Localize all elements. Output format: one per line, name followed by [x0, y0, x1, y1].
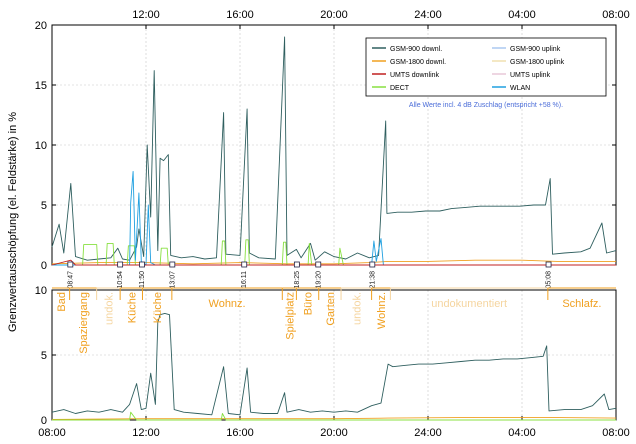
legend-label: DECT: [390, 85, 410, 92]
location-label: undok.: [103, 292, 115, 325]
legend-label: WLAN: [510, 85, 530, 92]
upper-x-tick-label: 04:00: [508, 9, 536, 21]
time-marker-label: 08:47: [67, 271, 74, 289]
location-label: Küche: [126, 292, 138, 323]
time-marker-label: 10:54: [117, 271, 124, 289]
legend-box: [365, 37, 607, 97]
lower-x-tick-label: 20:00: [320, 427, 348, 439]
upper-series-group: [51, 36, 617, 266]
time-marker-box: [139, 261, 145, 268]
location-label: undokumentiert: [431, 298, 507, 310]
lower-series-dect: [52, 411, 616, 421]
time-marker-label: 13:07: [169, 271, 176, 289]
lower-x-tick-label: 08:00: [38, 427, 66, 439]
upper-x-tick-label: 08:00: [602, 9, 630, 21]
time-marker-label: 05:08: [546, 271, 553, 289]
upper-series-gsm-900-downl-: [51, 36, 617, 261]
upper-x-tick-label: 16:00: [226, 9, 254, 21]
time-marker-box: [293, 261, 300, 268]
location-label: Wohnz.: [209, 298, 246, 310]
time-marker-box: [369, 261, 376, 268]
location-label: undok.: [351, 292, 363, 325]
location-label: Spaziergang: [78, 292, 90, 354]
time-marker-label: 19:20: [315, 271, 322, 289]
time-marker-box: [169, 261, 176, 268]
legend-label: UMTS uplink: [510, 72, 551, 79]
location-label: Küche: [152, 292, 164, 323]
upper-x-tick-label: 12:00: [132, 9, 160, 21]
upper-y-tick-label: 15: [35, 80, 47, 92]
upper-x-tick-label: 20:00: [320, 9, 348, 21]
location-label: Garten: [325, 292, 337, 326]
lower-series-gsm-1800-downl-: [51, 416, 617, 420]
time-marker-box: [241, 261, 248, 268]
time-marker-label: 16:11: [241, 271, 248, 288]
lower-x-tick-label: 04:00: [508, 427, 536, 439]
lower-y-tick-label: 10: [35, 285, 47, 297]
upper-y-tick-label: 0: [41, 260, 47, 272]
time-marker-label: 18:25: [294, 271, 301, 289]
time-marker-box: [315, 261, 322, 268]
lower-series-gsm-900-downl-: [51, 312, 617, 416]
location-label: Schlafz.: [562, 298, 601, 310]
lower-x-tick-label: 08:00: [602, 427, 630, 439]
lower-x-tick-label: 16:00: [226, 427, 254, 439]
upper-series-wlan: [52, 170, 616, 266]
upper-series-dect: [52, 239, 616, 266]
upper-series-gsm-1800-downl-: [51, 259, 616, 265]
lower-y-tick-label: 5: [41, 350, 47, 362]
time-marker-box: [545, 261, 552, 268]
lower-x-tick-label: 12:00: [132, 427, 160, 439]
lower-x-tick-label: 24:00: [414, 427, 442, 439]
legend-label: GSM-900 uplink: [510, 46, 561, 53]
location-label: Wohnz.: [376, 292, 388, 329]
time-marker-label: 11:50: [139, 271, 146, 288]
location-label: Spielplatz: [284, 292, 296, 340]
y-axis-label: Grenzwertausschöpfung (el. Feldstärke) i…: [7, 112, 19, 332]
time-marker-box: [117, 261, 124, 268]
location-label: Büro: [303, 292, 315, 315]
legend-label: GSM-1800 uplink: [510, 59, 565, 66]
location-label: Bad: [56, 292, 68, 312]
legend-label: GSM-1800 downl.: [390, 59, 446, 66]
upper-y-tick-label: 20: [35, 20, 47, 32]
upper-y-tick-label: 5: [41, 200, 47, 212]
legend-label: GSM-900 downl.: [390, 46, 442, 53]
annotation-note: Alle Werte incl. 4 dB Zuschlag (entspric…: [409, 102, 563, 109]
time-marker-box: [67, 261, 74, 268]
upper-x-tick-label: 24:00: [414, 9, 442, 21]
lower-y-tick-label: 0: [41, 415, 47, 427]
lower-series-group: [51, 312, 617, 421]
time-marker-label: 21:38: [369, 271, 376, 289]
legend-label: UMTS downlink: [390, 72, 440, 79]
overlay-group: 08:47 10:54 11:50 13:07 16:11 18:25 19:20 21:38…: [52, 37, 616, 354]
upper-y-tick-label: 10: [35, 140, 47, 152]
